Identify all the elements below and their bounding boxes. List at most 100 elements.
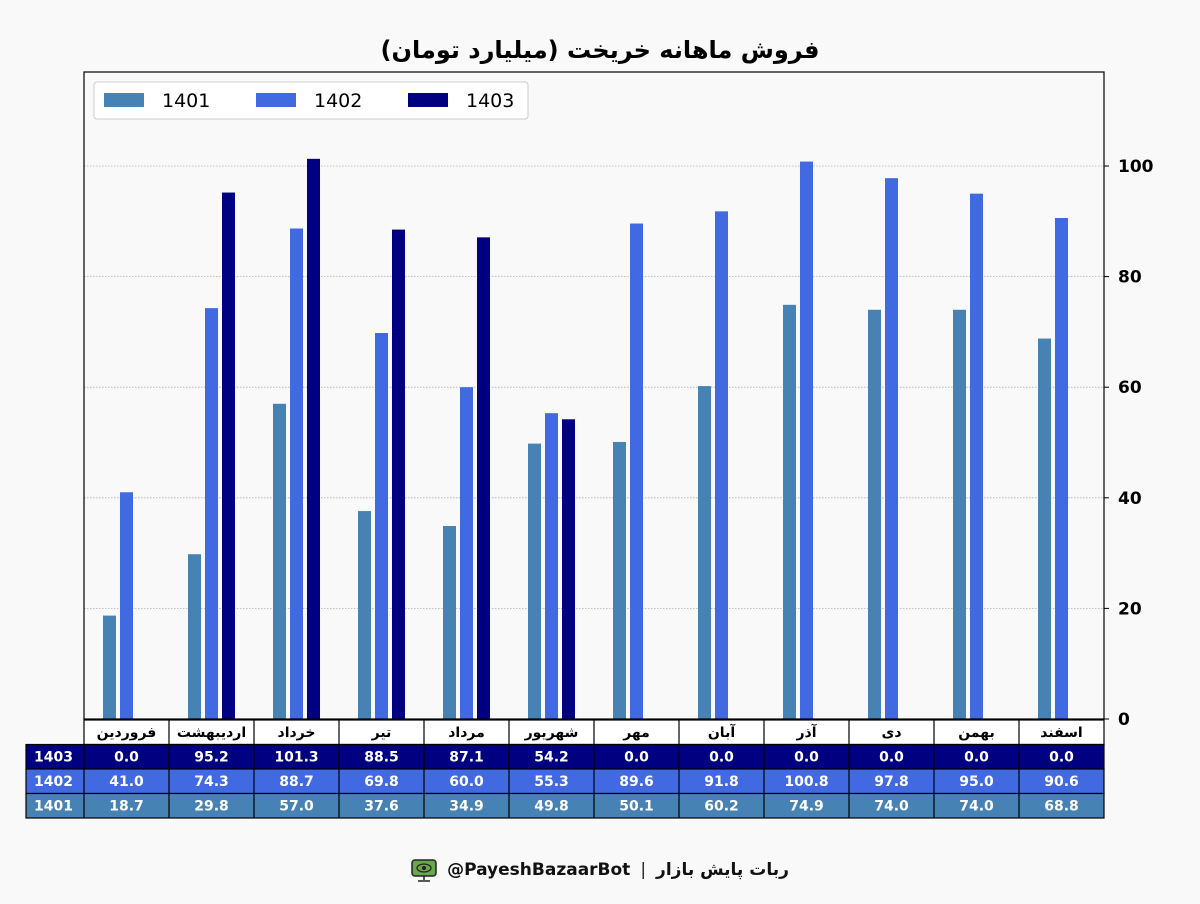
monitor-eye-icon (411, 859, 437, 882)
table-cell: 18.7 (109, 799, 144, 815)
bar-1401-2 (188, 554, 201, 719)
bar-1403-2 (222, 192, 235, 720)
bar-1403-3 (307, 158, 320, 720)
y-tick-label: 80 (1118, 268, 1142, 288)
bar-1401-3 (273, 403, 286, 719)
bar-1402-7 (630, 223, 643, 719)
footer: @PayeshBazaarBot | ربات پایش بازار (0, 855, 1200, 885)
plot-frame (83, 71, 1105, 720)
table-cell: 69.8 (364, 774, 399, 790)
table-cell: 0.0 (794, 750, 819, 766)
legend-swatch-1402 (256, 93, 296, 107)
table-cell: 34.9 (449, 799, 484, 815)
bar-1402-9 (800, 161, 813, 720)
bar-1402-5 (460, 387, 473, 719)
footer-handle[interactable]: @PayeshBazaarBot (447, 860, 631, 880)
bar-1401-10 (868, 309, 881, 719)
table-cell: 0.0 (624, 750, 649, 766)
table-cell: 0.0 (709, 750, 734, 766)
bar-1401-6 (528, 443, 541, 719)
bar-1401-1 (103, 615, 116, 719)
legend-label-1401: 1401 (162, 90, 210, 112)
table-row-label-1401: 1401 (34, 799, 73, 815)
chart-title: فروش ماهانه خریخت (میلیارد تومان) (381, 36, 820, 64)
table-row-1401 (25, 792, 1105, 819)
y-tick-label: 40 (1118, 489, 1142, 509)
table-cell: 57.0 (279, 799, 314, 815)
footer-separator: | (640, 860, 647, 880)
legend-swatch-1401 (104, 93, 144, 107)
table-cell: 88.7 (279, 774, 314, 790)
table-cell: 95.0 (959, 774, 994, 790)
bar-1402-8 (715, 211, 728, 719)
table-header-cell: تیر (371, 725, 392, 741)
table-cell: 101.3 (274, 750, 318, 766)
bar-1401-4 (358, 511, 371, 719)
table-cell: 0.0 (114, 750, 139, 766)
table-cell: 89.6 (619, 774, 654, 790)
y-tick-label: 0 (1118, 710, 1130, 730)
legend (93, 81, 529, 120)
table-cell: 90.6 (1044, 774, 1079, 790)
y-tick-label: 20 (1118, 599, 1142, 619)
bar-1402-3 (290, 228, 303, 719)
table-cell: 88.5 (364, 750, 399, 766)
table-cell: 68.8 (1044, 799, 1079, 815)
table-cell: 74.3 (194, 774, 229, 790)
table-cell: 54.2 (534, 750, 569, 766)
legend-label-1403: 1403 (466, 90, 514, 112)
bar-1403-4 (392, 229, 405, 719)
table-header-cell: مهر (622, 725, 650, 741)
table-header-cell: شهریور (524, 725, 579, 741)
bar-1402-2 (205, 308, 218, 719)
table-cell: 60.0 (449, 774, 484, 790)
table-cell: 97.8 (874, 774, 909, 790)
table-header-cell: اردیبهشت (177, 725, 246, 741)
bar-1403-5 (477, 237, 490, 719)
table-cell: 87.1 (449, 750, 484, 766)
table-cell: 55.3 (534, 774, 569, 790)
bar-1401-7 (613, 441, 626, 719)
table-cell: 74.0 (874, 799, 909, 815)
bar-1402-10 (885, 178, 898, 719)
table-cell: 60.2 (704, 799, 739, 815)
table-cell: 0.0 (964, 750, 989, 766)
legend-label-1402: 1402 (314, 90, 362, 112)
table-header-cell: بهمن (958, 725, 994, 741)
bar-1403-6 (562, 419, 575, 719)
bar-1401-8 (698, 386, 711, 719)
table-cell: 50.1 (619, 799, 654, 815)
table-header-cell: دی (881, 725, 901, 741)
table-cell: 100.8 (784, 774, 828, 790)
bar-1402-4 (375, 333, 388, 719)
table-cell: 74.0 (959, 799, 994, 815)
table-cell: 91.8 (704, 774, 739, 790)
bar-1401-5 (443, 526, 456, 719)
table-cell: 0.0 (1049, 750, 1074, 766)
bar-1402-12 (1055, 217, 1068, 719)
table-cell: 29.8 (194, 799, 229, 815)
table-row-label-1403: 1403 (34, 750, 73, 766)
footer-bot-name: ربات پایش بازار (656, 860, 789, 880)
table-cell: 37.6 (364, 799, 399, 815)
table-cell: 49.8 (534, 799, 569, 815)
table-header-cell: آذر (795, 723, 817, 741)
table-header-cell: اسفند (1040, 725, 1082, 741)
legend-swatch-1403 (408, 93, 448, 107)
table-row-label-1402: 1402 (34, 774, 73, 790)
table-cell: 0.0 (879, 750, 904, 766)
table-header-cell: مرداد (448, 725, 485, 741)
table-cell: 74.9 (789, 799, 824, 815)
table-header-cell: آبان (708, 723, 736, 741)
table-header-cell: خرداد (278, 725, 316, 741)
bar-1402-11 (970, 193, 983, 719)
y-tick-label: 60 (1118, 378, 1142, 398)
bar-1401-9 (783, 304, 796, 719)
bar-1401-11 (953, 309, 966, 719)
table-cell: 41.0 (109, 774, 144, 790)
bar-1401-12 (1038, 338, 1051, 719)
table-cell: 95.2 (194, 750, 229, 766)
bar-1402-1 (120, 492, 133, 719)
